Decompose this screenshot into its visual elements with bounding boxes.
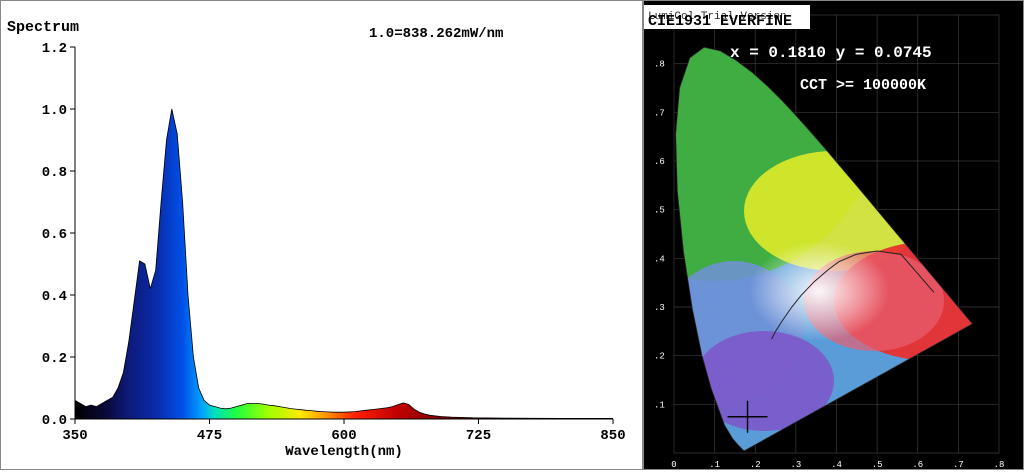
y-tick-label: 0.2 [42, 351, 67, 367]
y-axis-ticks: 0.0 0.2 0.4 0.6 0.8 1.0 1.2 [42, 41, 75, 429]
color-gamut [675, 47, 973, 451]
cie-diagram-panel: 0.1.2.3.4.5.6.7.8 .1.2.3.4.5.6.7.8.9 CIE… [643, 0, 1024, 470]
spectrum-chart: Spectrum 1.0=838.262mW/nm 0.00.20.40.60.… [7, 19, 626, 460]
cie-x-tick-label: .1 [709, 460, 720, 470]
cie-x-tick-label: .5 [872, 460, 883, 470]
watermark: LumiCol Trial Version [648, 11, 787, 23]
x-tick-label: 600 [331, 428, 356, 444]
x-tick-label: 725 [466, 428, 491, 444]
x-tick-label: 850 [600, 428, 625, 444]
cie-y-tick-label: .3 [654, 303, 665, 313]
y-tick-label: 1.2 [42, 41, 67, 57]
cie-x-tick-label: .8 [994, 460, 1005, 470]
planckian-locus [771, 250, 935, 340]
title-backdrop [644, 5, 810, 29]
cie-y-tick-label: .5 [654, 206, 665, 216]
cie-y-tick-label: .6 [654, 157, 665, 167]
cie-x-tick-label: .7 [953, 460, 964, 470]
cie-x-tick-label: .6 [912, 460, 923, 470]
cie-x-tick-label: .4 [831, 460, 842, 470]
cie-y-ticks: .1.2.3.4.5.6.7.8.9 [654, 11, 665, 410]
cie-chromaticity-diagram: 0.1.2.3.4.5.6.7.8 .1.2.3.4.5.6.7.8.9 CIE… [644, 5, 1005, 470]
cie-x-ticks: 0 .1 .2 .3 .4 .5 .6 .7 .8 [671, 460, 1005, 470]
cie-y-tick-label: .1 [654, 400, 665, 410]
cie-x-tick-label: .2 [750, 460, 761, 470]
y-tick-label: 0.8 [42, 165, 67, 181]
cie-y-tick-label: .4 [654, 254, 665, 264]
cie-y-tick-label: .2 [654, 352, 665, 362]
x-axis-label: Wavelength(nm) [285, 444, 403, 460]
y-tick-label: 0.6 [42, 227, 67, 243]
cie-x-tick-label: .3 [790, 460, 801, 470]
x-tick-label: 350 [62, 428, 87, 444]
cct-readout: CCT >= 100000K [800, 77, 926, 94]
y-tick-label: 0.0 [42, 413, 67, 429]
spectral-locus [675, 46, 974, 452]
chart-title: Spectrum [7, 19, 79, 36]
cie-x-tick-label: 0 [671, 460, 676, 470]
xy-readout: x = 0.1810 y = 0.0745 [730, 44, 932, 62]
chromaticity-point-marker [727, 400, 768, 433]
x-axis-ticks: 350 475 600 725 850 [62, 419, 626, 444]
x-tick-label: 475 [197, 428, 222, 444]
spectrum-line [74, 108, 613, 419]
y-tick-label: 1.0 [42, 103, 67, 119]
spectrum-area [75, 109, 613, 419]
cie-y-tick-label: .7 [654, 108, 665, 118]
cie-y-tick-label: .8 [654, 60, 665, 70]
y-tick-label: 0.4 [42, 289, 67, 305]
chart-annotation: 1.0=838.262mW/nm [369, 26, 503, 42]
cie-title: CIE1931 EVERFINE [648, 13, 792, 30]
spectrum-chart-panel: Spectrum 1.0=838.262mW/nm 0.0 0.2 0.4 0.6 0.… [0, 0, 643, 470]
